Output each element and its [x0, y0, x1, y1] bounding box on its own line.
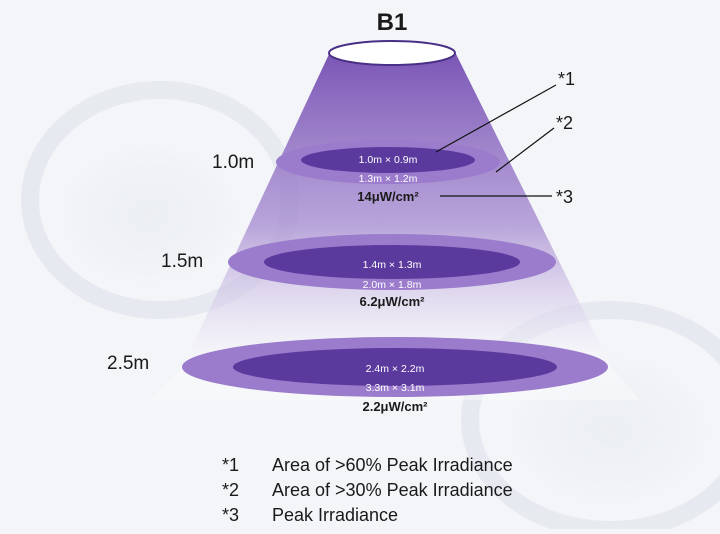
level-1-inner-area: 1.0m × 0.9m	[359, 154, 418, 166]
level-2: 1.5m 1.4m × 1.3m 2.0m × 1.8m 6.2μW/cm²	[161, 234, 556, 309]
level-3: 2.5m 2.4m × 2.2m 3.3m × 3.1m 2.2μW/cm²	[107, 337, 608, 414]
legend: *1 Area of >60% Peak Irradiance *2 Area …	[222, 455, 513, 525]
level-2-inner-area: 1.4m × 1.3m	[363, 259, 422, 271]
level-1: 1.0m 1.0m × 0.9m 1.3m × 1.2m 14μW/cm²	[212, 140, 500, 204]
legend-1-text: Area of >60% Peak Irradiance	[272, 455, 513, 475]
lamp-head	[328, 40, 456, 66]
diagram-title: B1	[377, 9, 408, 36]
callout-2-mark: *2	[556, 113, 573, 133]
legend-1-mark: *1	[222, 455, 239, 475]
level-1-inner-ellipse	[301, 147, 475, 173]
callout-1-mark: *1	[558, 69, 575, 89]
level-2-irradiance: 6.2μW/cm²	[359, 294, 425, 309]
level-3-inner-ellipse	[233, 348, 557, 386]
callout-1-leader	[435, 84, 557, 153]
level-2-distance: 1.5m	[161, 251, 203, 272]
level-2-inner-ellipse	[264, 245, 520, 279]
legend-2-mark: *2	[222, 480, 239, 500]
level-1-distance: 1.0m	[212, 152, 254, 173]
legend-2-text: Area of >30% Peak Irradiance	[272, 480, 513, 500]
level-1-outer-area: 1.3m × 1.2m	[359, 173, 418, 185]
callout-3-mark: *3	[556, 187, 573, 207]
level-2-outer-area: 2.0m × 1.8m	[363, 279, 422, 291]
legend-3-mark: *3	[222, 505, 239, 525]
level-3-inner-area: 2.4m × 2.2m	[366, 363, 425, 375]
light-beam	[182, 52, 612, 368]
level-1-irradiance: 14μW/cm²	[357, 189, 419, 204]
level-3-outer-area: 3.3m × 3.1m	[366, 382, 425, 394]
legend-3-text: Peak Irradiance	[272, 505, 398, 525]
level-3-distance: 2.5m	[107, 353, 149, 374]
level-3-irradiance: 2.2μW/cm²	[362, 399, 428, 414]
callout-2-leader	[495, 127, 555, 173]
